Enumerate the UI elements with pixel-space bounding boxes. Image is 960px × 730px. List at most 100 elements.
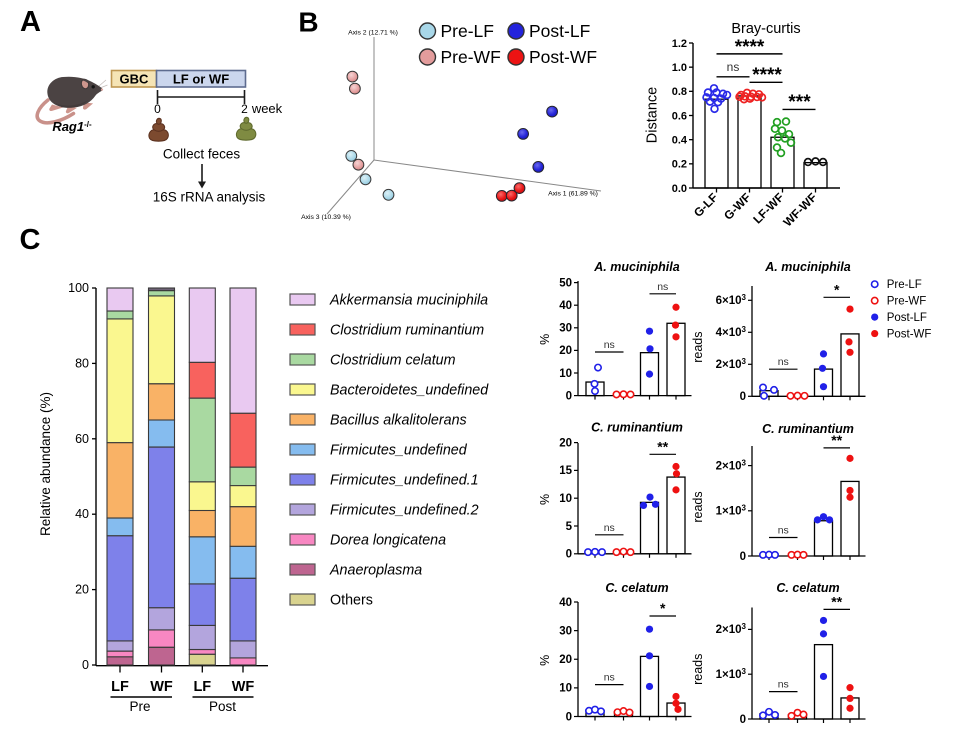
svg-text:0.4: 0.4 xyxy=(672,134,688,146)
svg-text:Distance: Distance xyxy=(645,87,661,143)
svg-text:LF: LF xyxy=(111,679,129,695)
svg-text:reads: reads xyxy=(691,491,705,522)
svg-text:10: 10 xyxy=(559,368,572,380)
svg-text:15: 15 xyxy=(559,465,572,477)
svg-text:Others: Others xyxy=(330,593,373,609)
svg-text:GBC: GBC xyxy=(120,72,150,87)
svg-text:40: 40 xyxy=(559,300,572,312)
svg-text:ns: ns xyxy=(778,356,789,368)
svg-text:Pre-WF: Pre-WF xyxy=(441,47,501,67)
svg-text:G-WF: G-WF xyxy=(721,190,754,223)
svg-text:10: 10 xyxy=(559,683,572,695)
svg-text:20: 20 xyxy=(559,654,572,666)
svg-text:*: * xyxy=(834,281,840,297)
svg-text:***: *** xyxy=(788,92,811,113)
svg-text:Relative abundance (%): Relative abundance (%) xyxy=(38,392,53,536)
svg-text:Axis 2 (12.71 %): Axis 2 (12.71 %) xyxy=(348,30,398,37)
svg-text:5: 5 xyxy=(566,521,573,533)
svg-text:Pre-LF: Pre-LF xyxy=(441,21,494,41)
svg-text:WF: WF xyxy=(150,679,173,695)
svg-text:****: **** xyxy=(735,37,765,58)
svg-text:100: 100 xyxy=(68,281,89,295)
svg-text:4×103: 4×103 xyxy=(716,325,747,339)
svg-text:ns: ns xyxy=(604,672,615,684)
svg-text:0.6: 0.6 xyxy=(672,110,687,122)
svg-text:0.2: 0.2 xyxy=(672,159,687,171)
svg-text:week: week xyxy=(251,101,283,116)
svg-text:0: 0 xyxy=(740,714,746,726)
svg-text:Post-LF: Post-LF xyxy=(529,21,590,41)
svg-text:Collect feces: Collect feces xyxy=(163,147,241,162)
svg-text:*: * xyxy=(660,600,666,616)
svg-text:0: 0 xyxy=(566,549,572,561)
svg-text:**: ** xyxy=(657,438,668,454)
svg-text:Bacteroidetes_undefined: Bacteroidetes_undefined xyxy=(330,383,489,399)
svg-text:reads: reads xyxy=(691,332,705,363)
svg-text:Bray-curtis: Bray-curtis xyxy=(731,21,800,37)
svg-text:Post-WF: Post-WF xyxy=(529,47,597,67)
svg-text:0: 0 xyxy=(740,551,746,563)
svg-text:0: 0 xyxy=(740,391,746,403)
svg-text:**: ** xyxy=(831,593,842,609)
svg-text:30: 30 xyxy=(559,323,572,335)
svg-text:LF or WF: LF or WF xyxy=(173,72,229,87)
svg-text:LF: LF xyxy=(193,679,211,695)
svg-text:%: % xyxy=(538,334,552,345)
svg-text:50: 50 xyxy=(559,277,572,289)
svg-text:0: 0 xyxy=(566,711,572,723)
svg-text:Firmicutes_undefined.2: Firmicutes_undefined.2 xyxy=(330,503,479,519)
svg-text:Firmicutes_undefined.1: Firmicutes_undefined.1 xyxy=(330,473,479,489)
svg-text:0.0: 0.0 xyxy=(672,183,687,195)
svg-text:0: 0 xyxy=(154,102,161,116)
svg-text:A. muciniphila: A. muciniphila xyxy=(593,260,679,274)
svg-text:30: 30 xyxy=(559,625,572,637)
svg-text:Post-LF: Post-LF xyxy=(887,312,927,324)
svg-text:1×103: 1×103 xyxy=(716,504,747,518)
svg-text:G-LF: G-LF xyxy=(691,190,721,220)
svg-text:Post-WF: Post-WF xyxy=(887,329,932,341)
svg-text:ns: ns xyxy=(604,339,615,351)
svg-text:ns: ns xyxy=(657,281,668,293)
svg-text:20: 20 xyxy=(559,345,572,357)
svg-text:Anaeroplasma: Anaeroplasma xyxy=(329,563,422,579)
svg-text:Rag1-/-: Rag1-/- xyxy=(52,119,92,134)
svg-text:ns: ns xyxy=(778,679,789,691)
svg-text:20: 20 xyxy=(75,583,89,597)
svg-text:0: 0 xyxy=(82,658,89,672)
svg-text:1×103: 1×103 xyxy=(716,667,747,681)
svg-text:10: 10 xyxy=(559,493,572,505)
svg-text:reads: reads xyxy=(691,654,705,685)
svg-text:0: 0 xyxy=(566,390,572,402)
svg-text:ns: ns xyxy=(778,525,789,537)
svg-text:2×103: 2×103 xyxy=(716,357,747,371)
svg-text:Clostridium celatum: Clostridium celatum xyxy=(330,353,456,369)
svg-text:20: 20 xyxy=(559,437,572,449)
svg-text:ns: ns xyxy=(604,522,615,534)
svg-text:%: % xyxy=(538,494,552,505)
svg-text:Firmicutes_undefined: Firmicutes_undefined xyxy=(330,443,468,459)
svg-text:Axis 1 (61.89 %): Axis 1 (61.89 %) xyxy=(548,191,598,198)
svg-text:Axis 3 (10.39 %): Axis 3 (10.39 %) xyxy=(301,214,351,221)
svg-text:Clostridium ruminantium: Clostridium ruminantium xyxy=(330,323,484,339)
svg-text:WF-WF: WF-WF xyxy=(781,190,820,229)
svg-text:2×103: 2×103 xyxy=(716,622,747,636)
svg-text:C: C xyxy=(20,224,41,256)
svg-text:Post: Post xyxy=(209,699,236,714)
svg-text:16S rRNA analysis: 16S rRNA analysis xyxy=(153,190,266,205)
svg-text:Pre-LF: Pre-LF xyxy=(887,279,922,291)
svg-text:Pre-WF: Pre-WF xyxy=(887,296,927,308)
svg-text:2×103: 2×103 xyxy=(716,458,747,472)
svg-text:2: 2 xyxy=(241,102,248,116)
svg-text:Dorea longicatena: Dorea longicatena xyxy=(330,533,446,549)
svg-text:A: A xyxy=(20,6,41,38)
svg-text:C. ruminantium: C. ruminantium xyxy=(591,421,683,435)
svg-text:C. celatum: C. celatum xyxy=(776,581,839,595)
svg-text:**: ** xyxy=(831,432,842,448)
svg-text:ns: ns xyxy=(727,60,740,74)
svg-text:80: 80 xyxy=(75,356,89,370)
svg-text:Akkermansia muciniphila: Akkermansia muciniphila xyxy=(329,293,488,309)
svg-text:%: % xyxy=(538,655,552,666)
svg-text:0.8: 0.8 xyxy=(672,86,687,98)
svg-text:6×103: 6×103 xyxy=(716,293,747,307)
svg-text:40: 40 xyxy=(75,507,89,521)
